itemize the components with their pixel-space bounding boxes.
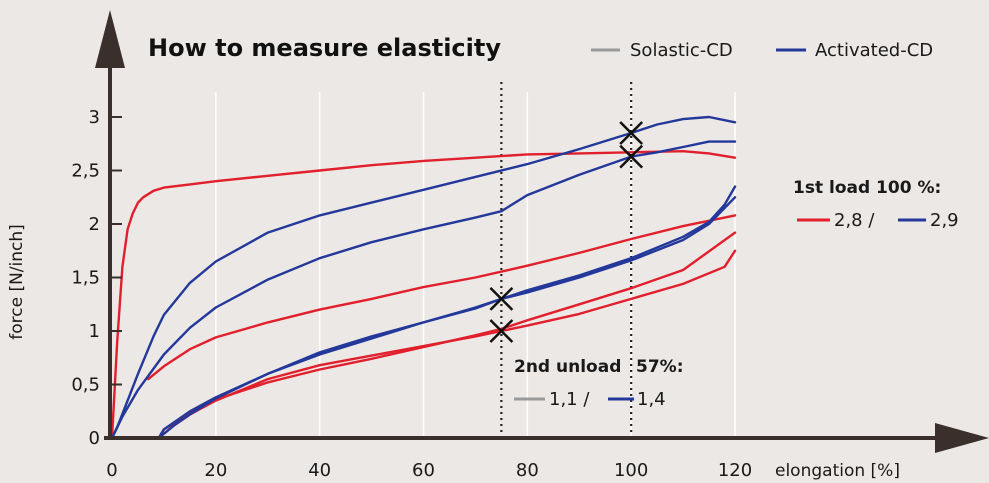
legend: Solastic-CD Activated-CD: [591, 40, 933, 61]
y-tick-label: 1,5: [71, 268, 100, 289]
y-tick-label: 2,5: [71, 161, 100, 182]
y-tick-label: 0: [89, 428, 100, 449]
chart-title: How to measure elasticity: [148, 34, 501, 62]
series-curve: [110, 149, 737, 440]
x-tick-label: 120: [718, 460, 752, 481]
annotation-first-load: 1st load 100 %: 2,8 / 2,9: [793, 178, 959, 231]
reference-lines: [500, 78, 633, 438]
x-tick-label: 80: [516, 460, 539, 481]
x-tick-label: 100: [614, 460, 648, 481]
series-curve: [110, 115, 737, 440]
x-tick-label: 20: [204, 460, 227, 481]
x-tick-label: 40: [308, 460, 331, 481]
series-curve: [147, 214, 737, 381]
annotation-second-unload-value-solastic: 1,1 /: [549, 389, 590, 410]
y-ticks: 0 0,5 1 1,5 2 2,5 3: [71, 107, 122, 449]
series-curve: [157, 196, 737, 440]
grid-lines: [215, 92, 736, 438]
legend-label-activated: Activated-CD: [815, 40, 933, 61]
cross-marker: [489, 319, 514, 343]
x-ticks: 0 20 40 60 80 100 120: [106, 460, 752, 481]
legend-label-solastic: Solastic-CD: [630, 40, 733, 61]
annotation-second-unload: 2nd unload 57%: 1,1 / 1,4: [514, 357, 684, 410]
annotation-second-unload-title: 2nd unload: [514, 357, 621, 377]
y-tick-label: 3: [89, 107, 100, 128]
series-curves: [110, 115, 737, 440]
y-axis-arrow: [95, 10, 125, 68]
annotation-first-load-value-solastic: 2,8 /: [834, 210, 875, 231]
y-tick-label: 1: [89, 321, 100, 342]
cross-marker: [489, 287, 514, 311]
axes: [95, 10, 989, 453]
y-tick-label: 0,5: [71, 375, 100, 396]
annotation-first-load-title: 1st load 100 %:: [793, 178, 941, 198]
point-markers: [489, 121, 644, 343]
series-curve: [110, 140, 737, 440]
x-axis-arrow: [935, 423, 989, 453]
y-axis-label: force [N/inch]: [7, 224, 27, 340]
x-axis-label: elongation [%]: [775, 461, 900, 481]
annotation-second-unload-value-activated: 1,4: [637, 389, 666, 410]
y-tick-label: 2: [89, 214, 100, 235]
x-tick-label: 60: [412, 460, 435, 481]
x-tick-label: 0: [106, 460, 117, 481]
annotation-second-unload-overlap: 57%:: [636, 357, 684, 377]
cross-marker: [619, 144, 644, 169]
cross-marker: [619, 121, 644, 145]
annotation-first-load-value-activated: 2,9: [930, 210, 959, 231]
